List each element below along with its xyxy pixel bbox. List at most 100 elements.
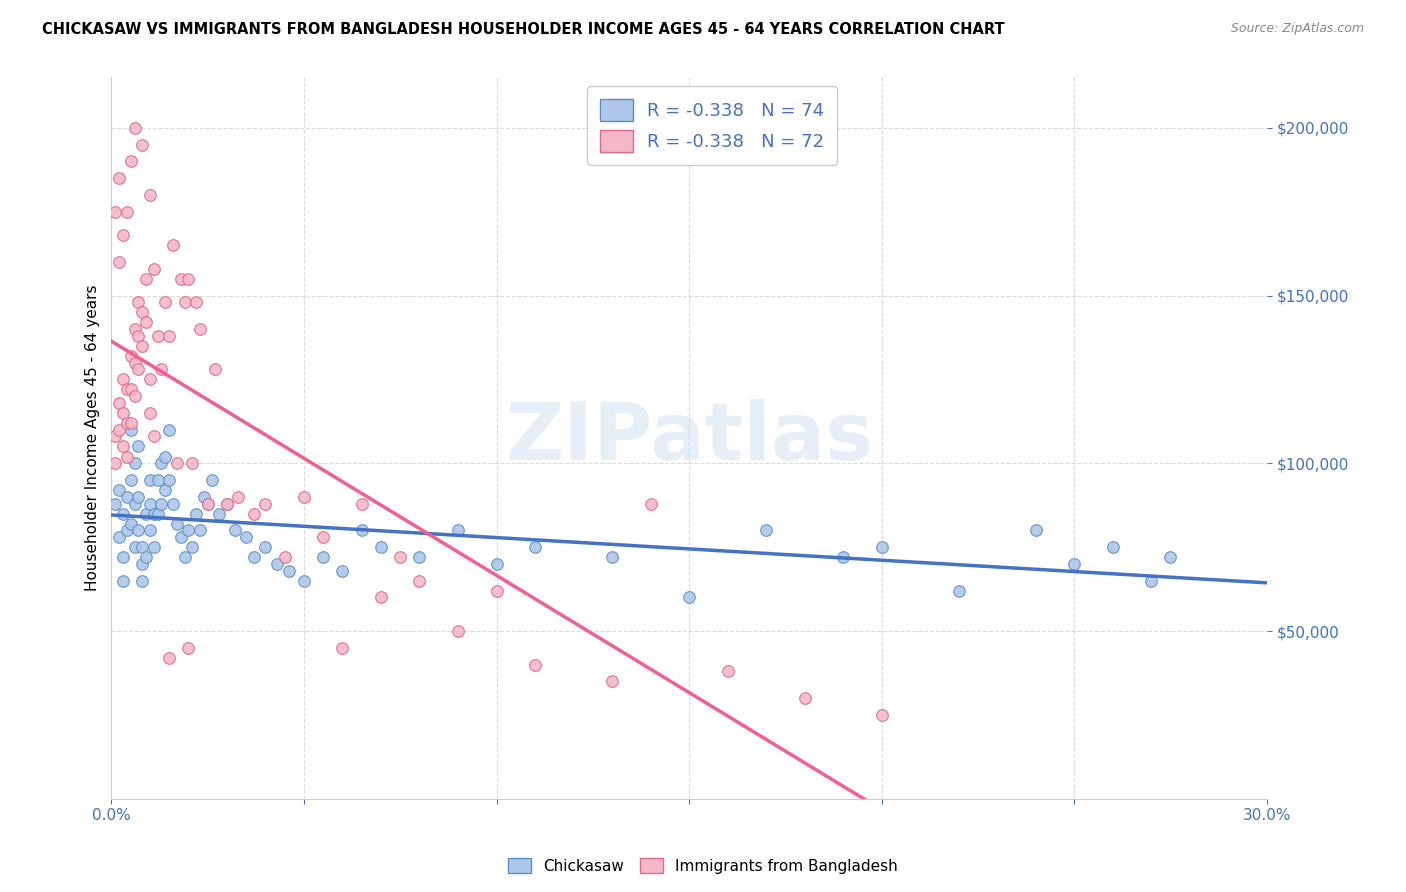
Point bbox=[155, 483, 177, 497]
Point bbox=[104, 429, 127, 443]
Point bbox=[127, 440, 149, 454]
Point bbox=[447, 524, 470, 538]
Point bbox=[166, 516, 188, 531]
Point bbox=[193, 490, 215, 504]
Point bbox=[600, 674, 623, 689]
Point bbox=[1140, 574, 1163, 588]
Point bbox=[131, 540, 153, 554]
Point bbox=[215, 496, 238, 510]
Point bbox=[235, 530, 257, 544]
Point bbox=[173, 550, 195, 565]
Point bbox=[177, 640, 200, 655]
Point bbox=[277, 564, 299, 578]
Y-axis label: Householder Income Ages 45 - 64 years: Householder Income Ages 45 - 64 years bbox=[86, 285, 100, 591]
Point bbox=[115, 204, 138, 219]
Point bbox=[485, 557, 508, 571]
Text: Source: ZipAtlas.com: Source: ZipAtlas.com bbox=[1230, 22, 1364, 36]
Point bbox=[142, 540, 165, 554]
Point bbox=[389, 550, 412, 565]
Point bbox=[150, 456, 173, 470]
Point bbox=[115, 490, 138, 504]
Point bbox=[120, 416, 142, 430]
Point bbox=[200, 473, 222, 487]
Point bbox=[524, 540, 547, 554]
Point bbox=[485, 583, 508, 598]
Point bbox=[208, 507, 231, 521]
Point bbox=[181, 456, 204, 470]
Point bbox=[111, 440, 134, 454]
Point bbox=[243, 507, 266, 521]
Point bbox=[254, 540, 277, 554]
Point bbox=[108, 171, 131, 186]
Point bbox=[146, 328, 169, 343]
Point bbox=[120, 154, 142, 169]
Point bbox=[243, 550, 266, 565]
Point bbox=[188, 322, 211, 336]
Point bbox=[127, 295, 149, 310]
Point bbox=[111, 574, 134, 588]
Point bbox=[312, 550, 335, 565]
Point bbox=[131, 574, 153, 588]
Point bbox=[108, 396, 131, 410]
Point bbox=[155, 295, 177, 310]
Point bbox=[108, 530, 131, 544]
Point bbox=[124, 356, 146, 370]
Point bbox=[131, 137, 153, 152]
Point bbox=[150, 362, 173, 376]
Point bbox=[524, 657, 547, 672]
Point bbox=[139, 406, 162, 420]
Point bbox=[124, 120, 146, 135]
Point bbox=[332, 640, 354, 655]
Point bbox=[124, 389, 146, 403]
Point bbox=[115, 524, 138, 538]
Point bbox=[228, 490, 250, 504]
Point bbox=[115, 416, 138, 430]
Point bbox=[104, 456, 127, 470]
Point bbox=[254, 496, 277, 510]
Point bbox=[173, 295, 195, 310]
Point bbox=[124, 456, 146, 470]
Text: CHICKASAW VS IMMIGRANTS FROM BANGLADESH HOUSEHOLDER INCOME AGES 45 - 64 YEARS CO: CHICKASAW VS IMMIGRANTS FROM BANGLADESH … bbox=[42, 22, 1005, 37]
Point bbox=[870, 707, 893, 722]
Point bbox=[312, 530, 335, 544]
Point bbox=[104, 496, 127, 510]
Point bbox=[332, 564, 354, 578]
Point bbox=[104, 204, 127, 219]
Point bbox=[181, 540, 204, 554]
Point bbox=[370, 540, 392, 554]
Point bbox=[146, 507, 169, 521]
Point bbox=[1063, 557, 1085, 571]
Point bbox=[135, 315, 157, 329]
Point bbox=[157, 650, 180, 665]
Point bbox=[184, 295, 207, 310]
Point bbox=[120, 349, 142, 363]
Point bbox=[135, 271, 157, 285]
Point bbox=[177, 524, 200, 538]
Point bbox=[135, 507, 157, 521]
Point bbox=[108, 423, 131, 437]
Point bbox=[157, 423, 180, 437]
Legend: Chickasaw, Immigrants from Bangladesh: Chickasaw, Immigrants from Bangladesh bbox=[502, 852, 904, 880]
Point bbox=[111, 228, 134, 243]
Point bbox=[197, 496, 219, 510]
Point bbox=[127, 490, 149, 504]
Point bbox=[292, 574, 315, 588]
Point bbox=[146, 473, 169, 487]
Point bbox=[124, 540, 146, 554]
Point bbox=[131, 339, 153, 353]
Point bbox=[111, 372, 134, 386]
Point bbox=[142, 507, 165, 521]
Point bbox=[1101, 540, 1123, 554]
Point bbox=[120, 473, 142, 487]
Point bbox=[127, 328, 149, 343]
Point bbox=[716, 665, 738, 679]
Point bbox=[755, 524, 778, 538]
Point bbox=[266, 557, 288, 571]
Point bbox=[127, 524, 149, 538]
Point bbox=[139, 473, 162, 487]
Point bbox=[170, 530, 193, 544]
Point bbox=[408, 574, 430, 588]
Point bbox=[162, 496, 184, 510]
Point bbox=[447, 624, 470, 638]
Point bbox=[157, 328, 180, 343]
